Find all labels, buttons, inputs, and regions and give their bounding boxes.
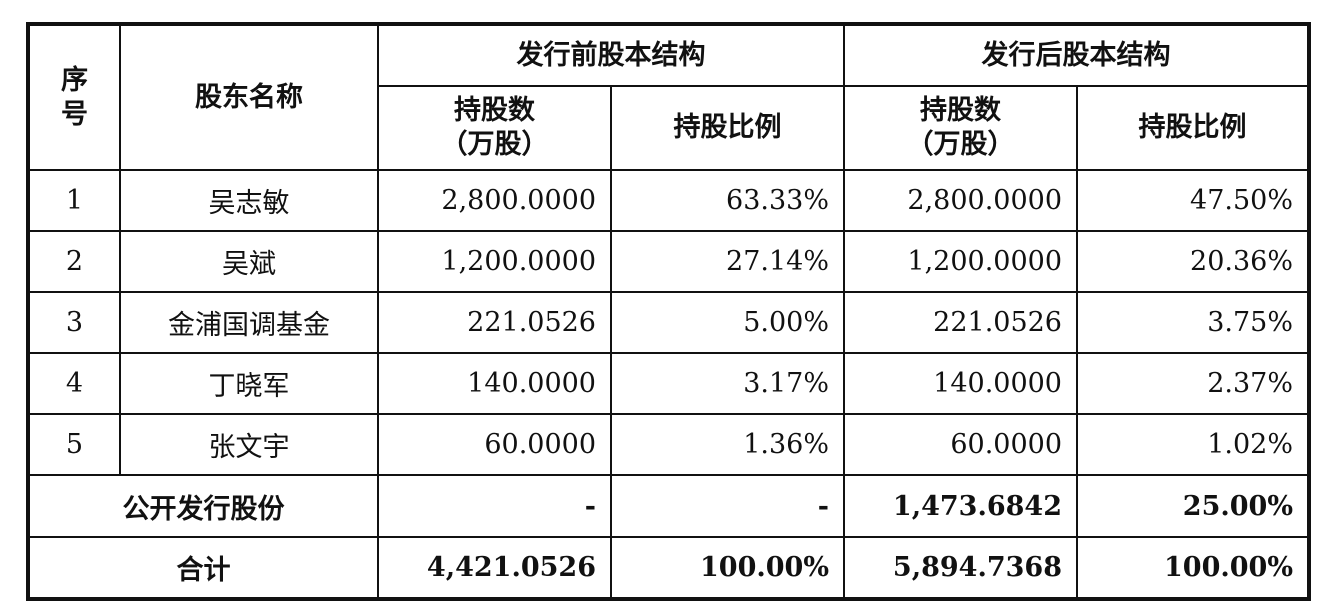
before-shares: 221.0526 bbox=[377, 291, 612, 354]
header-row-1: 序 号 股东名称 发行前股本结构 发行后股本结构 bbox=[27, 23, 1310, 171]
table-row: 2 吴斌 1,200.0000 27.14% 1,200.0000 20.36% bbox=[27, 230, 1310, 293]
shareholder-name: 金浦国调基金 bbox=[119, 291, 379, 354]
public-offering-row: 公开发行股份 - - 1,473.6842 25.00% bbox=[27, 474, 1310, 538]
index-header: 序 号 bbox=[27, 23, 121, 171]
after-shares: 140.0000 bbox=[843, 352, 1078, 415]
before-ratio-header: 持股比例 bbox=[610, 85, 845, 171]
after-ratio: 47.50% bbox=[1076, 169, 1310, 232]
total-after-shares: 5,894.7368 bbox=[843, 536, 1078, 600]
before-shares-header-line2: （万股） bbox=[440, 129, 549, 160]
table-row: 1 吴志敏 2,800.0000 63.33% 2,800.0000 47.50… bbox=[27, 169, 1310, 232]
table-row: 5 张文宇 60.0000 1.36% 60.0000 1.02% bbox=[27, 413, 1310, 476]
row-index: 3 bbox=[27, 291, 121, 354]
public-offering-after-shares: 1,473.6842 bbox=[843, 474, 1078, 538]
after-shares-header-line2: （万股） bbox=[906, 129, 1015, 160]
public-offering-before-shares: - bbox=[377, 474, 612, 538]
index-header-bottom: 号 bbox=[61, 98, 88, 130]
after-shares: 60.0000 bbox=[843, 413, 1078, 476]
after-shares: 1,200.0000 bbox=[843, 230, 1078, 293]
index-header-top: 序 bbox=[61, 64, 88, 96]
public-offering-label: 公开发行股份 bbox=[27, 474, 379, 538]
before-ratio: 27.14% bbox=[610, 230, 845, 293]
total-row: 合计 4,421.0526 100.00% 5,894.7368 100.00% bbox=[27, 536, 1310, 600]
shareholder-name: 张文宇 bbox=[119, 413, 379, 476]
after-ratio-header: 持股比例 bbox=[1076, 85, 1310, 171]
after-shares-header: 持股数 （万股） bbox=[843, 85, 1078, 171]
before-ratio: 5.00% bbox=[610, 291, 845, 354]
shareholder-name: 吴斌 bbox=[119, 230, 379, 293]
after-shares: 2,800.0000 bbox=[843, 169, 1078, 232]
after-shares: 221.0526 bbox=[843, 291, 1078, 354]
before-ratio: 3.17% bbox=[610, 352, 845, 415]
before-shares-header: 持股数 （万股） bbox=[377, 85, 612, 171]
shareholding-structure-table: 序 号 股东名称 发行前股本结构 发行后股本结构 持股数 （万股） 持股比例 持… bbox=[26, 22, 1311, 601]
after-shares-header-line1: 持股数 bbox=[920, 95, 1001, 127]
table-row: 4 丁晓军 140.0000 3.17% 140.0000 2.37% bbox=[27, 352, 1310, 415]
row-index: 4 bbox=[27, 352, 121, 415]
before-group-header: 发行前股本结构 bbox=[377, 23, 845, 87]
after-ratio: 3.75% bbox=[1076, 291, 1310, 354]
row-index: 1 bbox=[27, 169, 121, 232]
after-ratio: 1.02% bbox=[1076, 413, 1310, 476]
after-ratio: 2.37% bbox=[1076, 352, 1310, 415]
total-after-ratio: 100.00% bbox=[1076, 536, 1310, 600]
after-group-header: 发行后股本结构 bbox=[843, 23, 1310, 87]
row-index: 5 bbox=[27, 413, 121, 476]
shareholder-name: 吴志敏 bbox=[119, 169, 379, 232]
public-offering-before-ratio: - bbox=[610, 474, 845, 538]
shareholding-table-container: 序 号 股东名称 发行前股本结构 发行后股本结构 持股数 （万股） 持股比例 持… bbox=[26, 22, 1311, 601]
before-shares: 1,200.0000 bbox=[377, 230, 612, 293]
before-shares: 2,800.0000 bbox=[377, 169, 612, 232]
shareholder-name: 丁晓军 bbox=[119, 352, 379, 415]
before-ratio: 1.36% bbox=[610, 413, 845, 476]
public-offering-after-ratio: 25.00% bbox=[1076, 474, 1310, 538]
header-row-2: 持股数 （万股） 持股比例 持股数 （万股） 持股比例 bbox=[28, 85, 1310, 171]
before-shares-header-line1: 持股数 bbox=[454, 95, 535, 127]
name-header: 股东名称 bbox=[119, 23, 379, 171]
row-index: 2 bbox=[27, 230, 121, 293]
total-before-shares: 4,421.0526 bbox=[377, 536, 612, 600]
before-ratio: 63.33% bbox=[610, 169, 845, 232]
table-row: 3 金浦国调基金 221.0526 5.00% 221.0526 3.75% bbox=[27, 291, 1310, 354]
total-before-ratio: 100.00% bbox=[610, 536, 845, 600]
total-label: 合计 bbox=[27, 536, 379, 600]
after-ratio: 20.36% bbox=[1076, 230, 1310, 293]
before-shares: 140.0000 bbox=[377, 352, 612, 415]
before-shares: 60.0000 bbox=[377, 413, 612, 476]
